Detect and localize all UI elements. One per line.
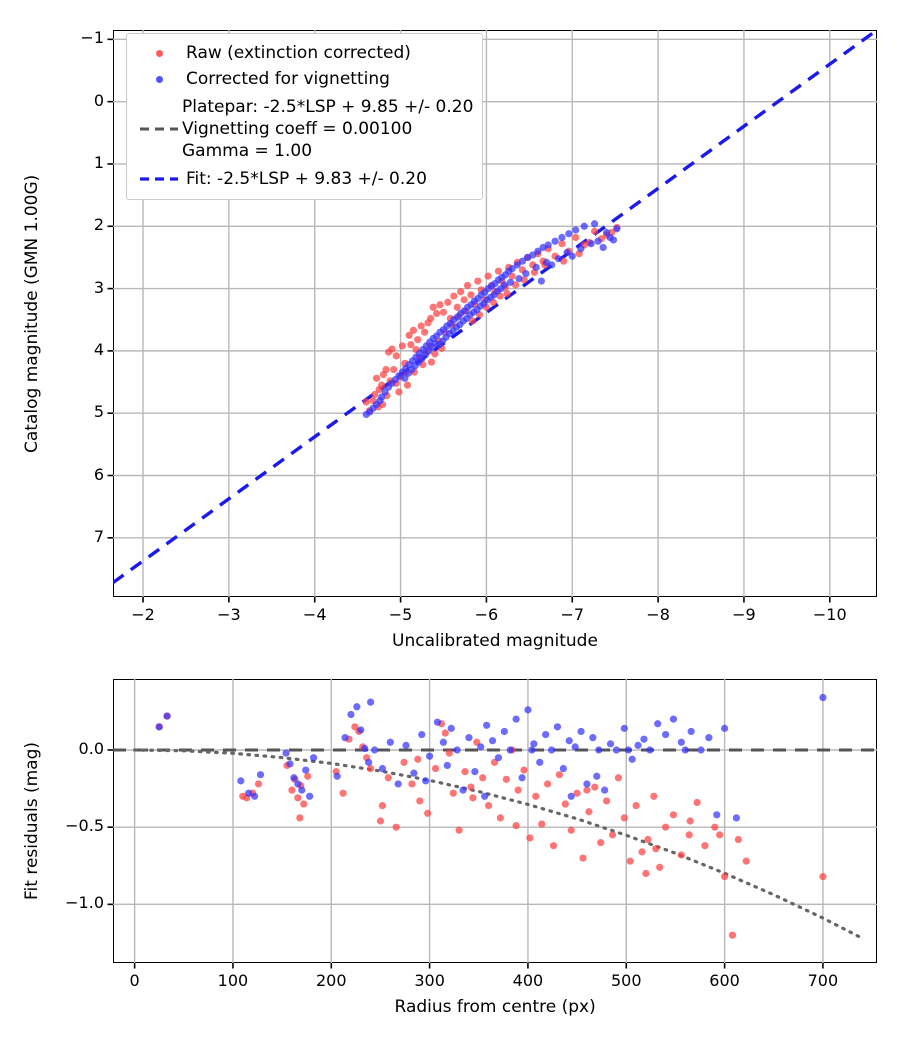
legend-label-raw: Raw (extinction corrected) — [186, 43, 411, 63]
x-tick-label-bot-5: 500 — [610, 971, 642, 990]
legend-label-fit: Fit: -2.5*LSP + 9.83 +/- 0.20 — [186, 169, 427, 189]
x-tick-label-bot-1: 100 — [217, 971, 249, 990]
y-tick-label-top-0: −1 — [80, 28, 104, 48]
x-tick-label-bot-0: 0 — [129, 971, 140, 990]
x-tick-label-bot-7: 700 — [807, 971, 839, 990]
x-tick-label-bot-4: 400 — [512, 971, 544, 990]
x-tick-label-top-1: −3 — [217, 605, 241, 624]
legend-label-platepar: Platepar: -2.5*LSP + 9.85 +/- 0.20 Vigne… — [182, 96, 473, 162]
bottom-panel-axes — [113, 679, 877, 963]
legend-entry-fit: Fit: -2.5*LSP + 9.83 +/- 0.20 — [136, 166, 473, 192]
x-tick-label-top-0: −2 — [131, 605, 155, 624]
legend-dash-gray-icon — [136, 124, 182, 134]
legend: Raw (extinction corrected) Corrected for… — [126, 33, 484, 200]
x-tick-label-top-2: −4 — [302, 605, 327, 624]
bottom-panel-x-axis-label: Radius from centre (px) — [394, 997, 596, 1017]
y-tick-label-top-3: 2 — [93, 215, 104, 235]
y-tick-label-top-1: 0 — [93, 90, 104, 110]
top-panel-x-axis-label: Uncalibrated magnitude — [392, 631, 598, 651]
y-tick-label-bot-1: −0.5 — [65, 816, 104, 836]
legend-label-platepar-line3: Gamma = 1.00 — [182, 141, 313, 162]
y-tick-label-top-5: 4 — [93, 339, 104, 359]
x-tick-label-top-8: −10 — [812, 605, 847, 624]
y-tick-label-bot-0: 0.0 — [78, 739, 104, 758]
y-tick-label-top-7: 6 — [93, 464, 104, 484]
x-tick-label-top-5: −7 — [560, 605, 585, 624]
x-tick-label-top-3: −5 — [388, 605, 413, 624]
legend-entry-raw: Raw (extinction corrected) — [136, 40, 473, 66]
legend-label-platepar-line1: Platepar: -2.5*LSP + 9.85 +/- 0.20 — [182, 96, 474, 117]
y-tick-label-top-8: 7 — [93, 526, 104, 546]
legend-label-corrected: Corrected for vignetting — [186, 69, 390, 89]
y-tick-label-top-6: 5 — [93, 402, 104, 422]
legend-entry-corrected: Corrected for vignetting — [136, 66, 473, 92]
x-tick-label-top-4: −6 — [474, 605, 499, 624]
x-tick-label-top-7: −9 — [732, 605, 756, 624]
x-tick-label-top-6: −8 — [646, 605, 670, 624]
legend-entry-platepar: Platepar: -2.5*LSP + 9.85 +/- 0.20 Vigne… — [136, 92, 473, 166]
legend-label-platepar-line2: Vignetting coeff = 0.00100 — [182, 118, 413, 139]
x-tick-label-bot-3: 300 — [414, 971, 445, 990]
y-tick-label-bot-2: −1.0 — [65, 893, 104, 913]
y-tick-label-top-4: 3 — [93, 277, 104, 297]
x-tick-label-bot-6: 600 — [709, 971, 740, 990]
legend-marker-raw-icon — [136, 49, 182, 57]
legend-dash-blue-icon — [136, 174, 182, 184]
x-tick-label-bot-2: 200 — [316, 971, 347, 990]
y-tick-label-top-2: 1 — [93, 152, 104, 172]
legend-marker-corrected-icon — [136, 75, 182, 83]
